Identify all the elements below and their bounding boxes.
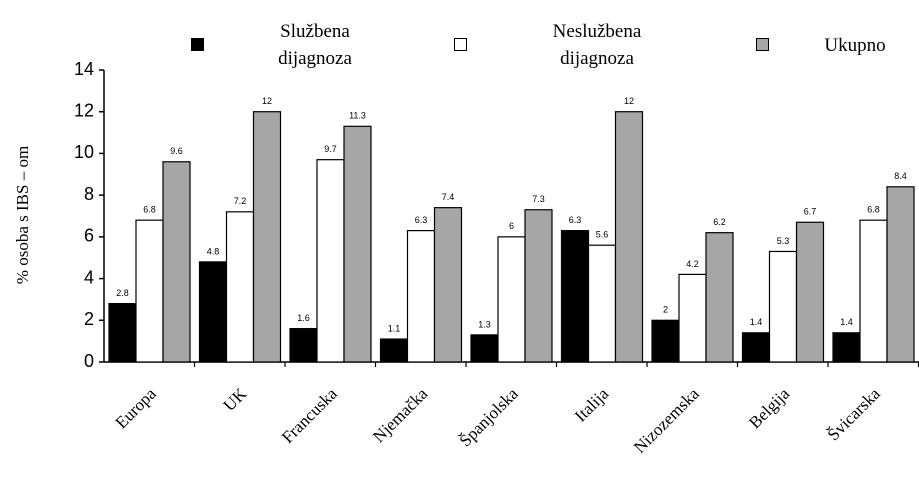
bar xyxy=(587,244,617,363)
bar xyxy=(433,207,463,363)
y-tick-label: 14 xyxy=(74,59,94,79)
bar xyxy=(886,186,915,363)
bar xyxy=(198,261,228,363)
legend-swatch xyxy=(756,38,769,51)
bar xyxy=(225,211,255,363)
x-tick-label: Belgija xyxy=(745,384,793,432)
bar xyxy=(705,232,734,363)
x-tick-label: Francuska xyxy=(278,384,341,447)
data-label: 9.6 xyxy=(170,146,183,156)
bar xyxy=(289,328,318,363)
bar xyxy=(162,161,191,363)
bar xyxy=(524,209,553,363)
x-tick-label: Španjolska xyxy=(456,384,523,451)
data-label: 6.2 xyxy=(713,217,726,227)
legend-swatch xyxy=(454,38,467,51)
bar xyxy=(252,111,282,363)
bar xyxy=(859,219,888,363)
data-label: 7.4 xyxy=(442,192,455,202)
data-label: 1.1 xyxy=(388,323,401,333)
bar xyxy=(768,250,798,363)
data-label: 11.3 xyxy=(349,111,366,121)
x-tick-label: UK xyxy=(220,384,251,415)
legend-label: Službena dijagnoza xyxy=(278,21,352,69)
legend-label: Neslužbena dijagnoza xyxy=(552,21,642,69)
data-label: 5.6 xyxy=(596,230,609,240)
x-tick-label: Švicarska xyxy=(824,384,884,444)
data-label: 4.8 xyxy=(207,246,220,256)
y-tick-label: 2 xyxy=(84,309,94,329)
data-label: 6.8 xyxy=(143,205,156,215)
y-tick-label: 4 xyxy=(84,267,94,287)
bar xyxy=(795,221,825,363)
bar xyxy=(135,219,164,363)
bar xyxy=(741,332,771,363)
bar xyxy=(678,273,707,363)
data-label: 1.4 xyxy=(840,317,853,327)
bar xyxy=(343,125,372,363)
data-label: 6.3 xyxy=(569,215,582,225)
bar xyxy=(108,303,137,363)
data-label: 7.3 xyxy=(532,194,545,204)
data-label: 2 xyxy=(663,305,668,315)
bar xyxy=(497,236,526,363)
bar xyxy=(651,319,680,363)
legend-swatch xyxy=(191,38,204,51)
data-label: 1.6 xyxy=(297,313,310,323)
y-tick-label: 10 xyxy=(74,142,94,162)
data-label: 6.7 xyxy=(804,207,817,217)
data-label: 12 xyxy=(262,96,272,106)
bar xyxy=(614,111,644,363)
y-tick-label: 8 xyxy=(84,184,94,204)
x-tick-label: Nizozemska xyxy=(630,384,703,457)
y-tick-label: 12 xyxy=(74,100,94,120)
bar xyxy=(470,334,499,363)
data-label: 4.2 xyxy=(686,259,699,269)
data-label: 5.3 xyxy=(777,236,790,246)
x-tick-label: Italija xyxy=(571,384,613,426)
bar xyxy=(832,332,861,363)
data-label: 12 xyxy=(624,96,634,106)
y-tick-label: 0 xyxy=(84,351,94,371)
data-label: 7.2 xyxy=(234,196,247,206)
data-label: 2.8 xyxy=(116,288,129,298)
data-label: 6.8 xyxy=(867,205,880,215)
data-label: 6.3 xyxy=(415,215,428,225)
y-axis-title: % osoba s IBS – om xyxy=(13,146,32,284)
data-label: 6 xyxy=(509,221,514,231)
bar xyxy=(560,230,590,363)
bar xyxy=(406,230,436,363)
data-label: 8.4 xyxy=(894,171,907,181)
bar xyxy=(379,338,409,363)
x-tick-label: Njemačka xyxy=(369,384,431,446)
x-tick-label: Europa xyxy=(112,384,160,432)
y-tick-label: 6 xyxy=(84,226,94,246)
bar xyxy=(316,159,345,363)
data-label: 1.4 xyxy=(750,317,763,327)
data-label: 9.7 xyxy=(324,144,337,154)
data-label: 1.3 xyxy=(478,319,491,329)
legend-label: Ukupno xyxy=(824,34,886,56)
